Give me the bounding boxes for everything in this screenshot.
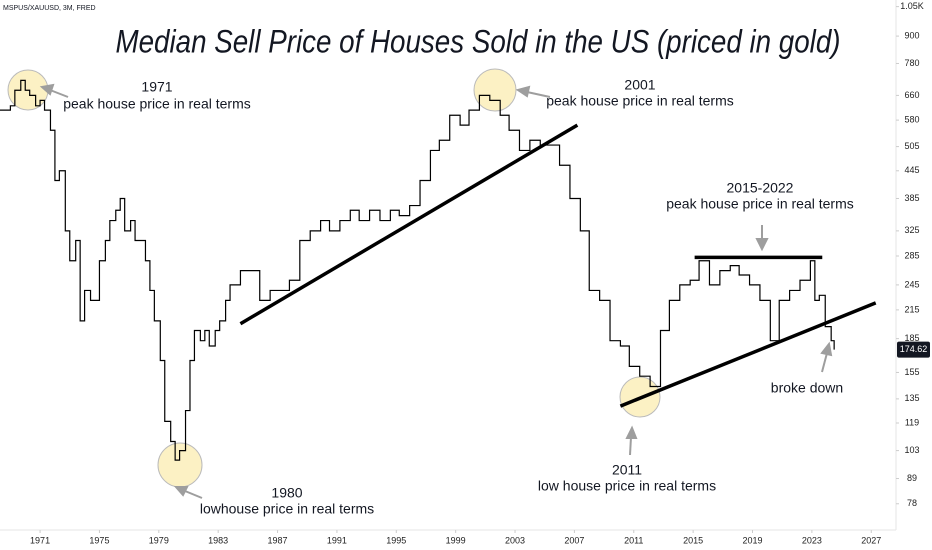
y-tick-label: 385 bbox=[904, 193, 919, 203]
ticker: MSPUS/XAUUSD, 3M, FRED bbox=[3, 5, 96, 12]
arrow-head bbox=[755, 238, 769, 252]
x-tick-label: 1971 bbox=[30, 535, 50, 545]
x-tick-label: 1975 bbox=[89, 535, 109, 545]
x-tick-label: 1987 bbox=[268, 535, 288, 545]
y-tick-label: 155 bbox=[904, 367, 919, 377]
arrows bbox=[39, 83, 833, 499]
annotation: low house price in real terms bbox=[538, 478, 716, 494]
arrow bbox=[821, 352, 828, 373]
x-tick-label: 2019 bbox=[742, 535, 762, 545]
x-tick-label: 2011 bbox=[624, 535, 643, 545]
arrow bbox=[49, 89, 69, 98]
arrow-head bbox=[820, 341, 833, 357]
y-tick-label: 580 bbox=[904, 114, 919, 124]
annotation: 2001 bbox=[624, 77, 655, 93]
x-tick-label: 1991 bbox=[327, 535, 347, 545]
price-line bbox=[0, 79, 835, 461]
arrow bbox=[526, 91, 551, 98]
y-tick-label: 103 bbox=[904, 445, 919, 455]
arrow bbox=[184, 490, 203, 499]
y-tick-label: 285 bbox=[904, 250, 919, 260]
annotation: 1980 bbox=[271, 485, 302, 501]
highlight-circle bbox=[473, 68, 517, 112]
x-tick-label: 2027 bbox=[861, 535, 881, 545]
y-tick-label: 325 bbox=[904, 225, 919, 235]
annotation: peak house price in real terms bbox=[666, 196, 854, 212]
highlight-circle bbox=[157, 442, 203, 488]
x-tick-label: 1979 bbox=[149, 535, 169, 545]
y-tick-label: 1.05K bbox=[900, 1, 924, 11]
plot bbox=[0, 79, 877, 461]
y-tick-label: 445 bbox=[904, 165, 919, 175]
y-tick-label: 900 bbox=[904, 30, 919, 40]
y-tick-label: 780 bbox=[904, 58, 919, 68]
x-tick-label: 1995 bbox=[386, 535, 406, 545]
trendline bbox=[619, 301, 877, 408]
arrow-head bbox=[173, 486, 189, 497]
y-tick-label: 660 bbox=[904, 90, 919, 100]
y-tick-label: 78 bbox=[907, 498, 917, 508]
annotation: peak house price in real terms bbox=[63, 96, 251, 112]
arrow-head bbox=[39, 83, 55, 96]
y-tick-label: 215 bbox=[904, 304, 919, 314]
y-tick-label: 89 bbox=[907, 473, 917, 483]
x-tick-label: 1999 bbox=[446, 535, 466, 545]
annotation: lowhouse price in real terms bbox=[200, 501, 374, 517]
arrow bbox=[629, 436, 632, 456]
x-tick-label: 1983 bbox=[208, 535, 228, 545]
chart-title: Median Sell Price of Houses Sold in the … bbox=[116, 23, 841, 59]
annotation: 2011 bbox=[612, 462, 642, 478]
arrow-head bbox=[515, 85, 531, 98]
x-tick-label: 2007 bbox=[564, 535, 584, 545]
arrow-head bbox=[625, 425, 638, 439]
annotation: peak house price in real terms bbox=[546, 93, 734, 109]
y-tick-label: 119 bbox=[905, 417, 919, 427]
y-tick-label: 135 bbox=[904, 393, 919, 403]
y-tick-label: 185 bbox=[904, 333, 919, 343]
x-tick-label: 2003 bbox=[505, 535, 525, 545]
trendline bbox=[239, 123, 579, 326]
price-tag-label: 174.62 bbox=[900, 344, 928, 354]
x-tick-label: 2023 bbox=[802, 535, 822, 545]
y-tick-label: 245 bbox=[904, 279, 919, 289]
annotation: 2015-2022 bbox=[727, 180, 794, 196]
annotation: 1971 bbox=[141, 79, 172, 95]
price-tag bbox=[897, 341, 930, 358]
annotation: broke down bbox=[771, 380, 843, 396]
x-tick-label: 2015 bbox=[683, 535, 703, 545]
y-tick-label: 505 bbox=[904, 141, 919, 151]
